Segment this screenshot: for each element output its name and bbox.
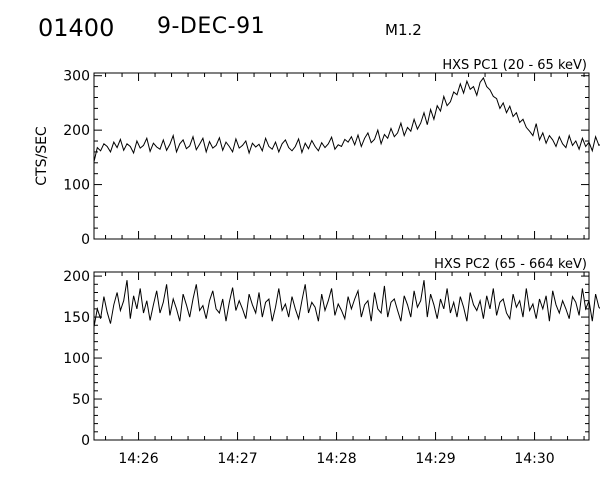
plot-frame: [93, 271, 590, 441]
y-axis-label: CTS/SEC: [34, 126, 50, 186]
y-tick-label: 100: [63, 351, 90, 367]
y-tick-label: 50: [72, 392, 90, 408]
panel-title: HXS PC2 (65 - 664 keV): [434, 257, 587, 272]
series-line: [93, 280, 600, 327]
x-tick-label: 14:27: [217, 451, 257, 467]
x-tick-label: 14:30: [514, 451, 554, 467]
y-tick-label: 200: [63, 123, 90, 139]
y-tick-label: 300: [63, 69, 90, 85]
y-tick-label: 150: [63, 310, 90, 326]
flare-class: M1.2: [385, 21, 422, 39]
y-tick-label: 0: [81, 232, 90, 248]
pc2-panel: 0 50 100 150 200 14:26 14:27 14:28 14:29 14:30 HXS…: [63, 257, 600, 467]
y-tick-label: 200: [63, 269, 90, 285]
plot-frame: [93, 72, 590, 240]
series-line: [93, 76, 600, 162]
y-tick-label: 0: [81, 433, 90, 449]
y-tick-label: 100: [63, 178, 90, 194]
event-date: 9-DEC-91: [157, 14, 266, 39]
panel-title: HXS PC1 (20 - 65 keV): [442, 58, 587, 73]
x-tick-label: 14:29: [415, 451, 455, 467]
x-tick-label: 14:26: [118, 451, 158, 467]
event-id: 01400: [38, 14, 115, 42]
pc1-panel: 0 100 200 300 HXS PC1 (20 - 65 keV) CTS/SEC: [34, 58, 600, 248]
x-tick-label: 14:28: [316, 451, 356, 467]
